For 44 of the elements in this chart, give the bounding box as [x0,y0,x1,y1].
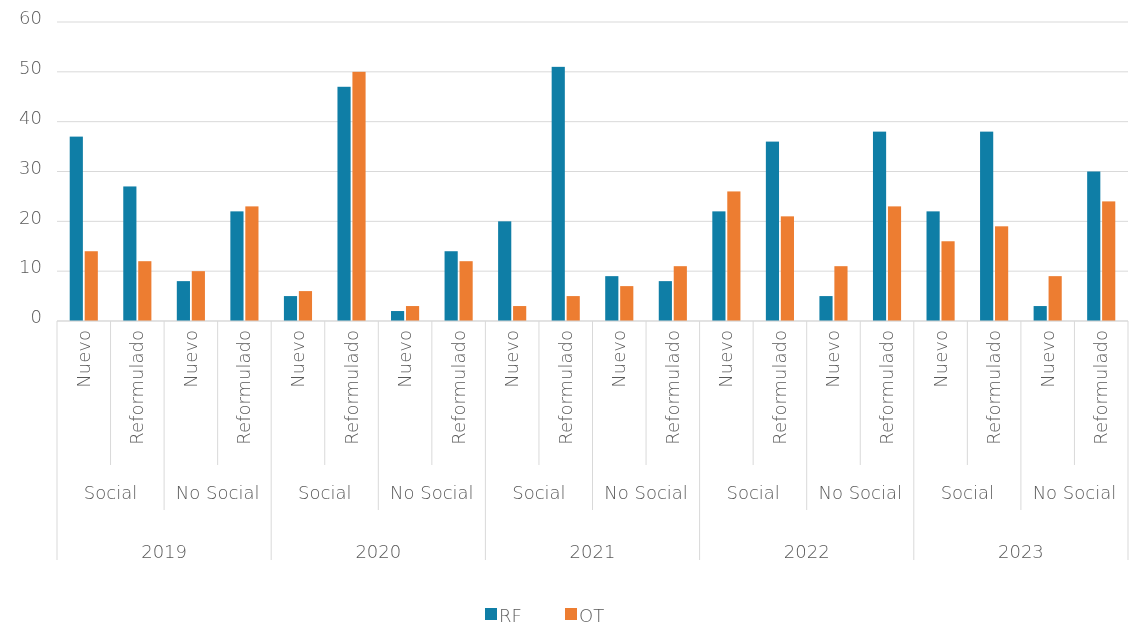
x-tick-label: Nuevo [929,330,951,388]
x-tick-label: Reformulado [1090,330,1112,445]
x-tick-label: Reformulado [768,330,790,445]
x-tick-label: Reformulado [233,330,255,445]
text: No Social [390,482,474,503]
x-tick-label: Nuevo [822,330,844,388]
text: 2023 [997,541,1044,562]
x-tick-label: Reformulado [661,330,683,445]
text: Social [83,482,138,503]
x-tick-label: Nuevo [394,330,416,388]
text: Social [726,482,780,503]
x-tick-label: Reformulado [126,330,148,445]
x-tick-label: Nuevo [286,330,308,388]
text: Social [298,482,352,503]
legend-label: OT [579,605,605,626]
x-tick-label: Nuevo [501,330,523,388]
text: 2019 [141,541,188,562]
y-tick-label: 0 [30,306,42,328]
x-tick-label: Reformulado [447,330,469,445]
y-tick-label: 30 [19,156,42,178]
text: No Social [604,482,688,503]
y-tick-label: 40 [19,106,42,128]
x-tick-label: Nuevo [1036,330,1058,388]
text: No Social [1032,482,1117,503]
x-tick-label: Nuevo [715,330,737,388]
x-tick-label: Reformulado [876,330,898,445]
x-tick-label: Nuevo [608,330,630,388]
legend-label: RF [499,605,522,626]
text: 2022 [783,541,830,562]
y-tick-label: 10 [19,256,42,278]
text: No Social [175,482,260,503]
text: Social [512,482,566,503]
x-tick-label: Reformulado [340,330,362,445]
x-tick-label: Reformulado [554,330,576,445]
text: 2021 [569,541,616,562]
y-tick-label: 60 [19,7,42,29]
text: Social [940,482,995,503]
y-tick-label: 20 [19,206,42,228]
text: No Social [818,482,903,503]
x-tick-label: Nuevo [179,330,201,388]
x-tick-label: Nuevo [72,330,94,388]
y-tick-label: 50 [19,57,42,79]
x-tick-label: Reformulado [983,330,1005,445]
text: 2020 [355,541,402,562]
